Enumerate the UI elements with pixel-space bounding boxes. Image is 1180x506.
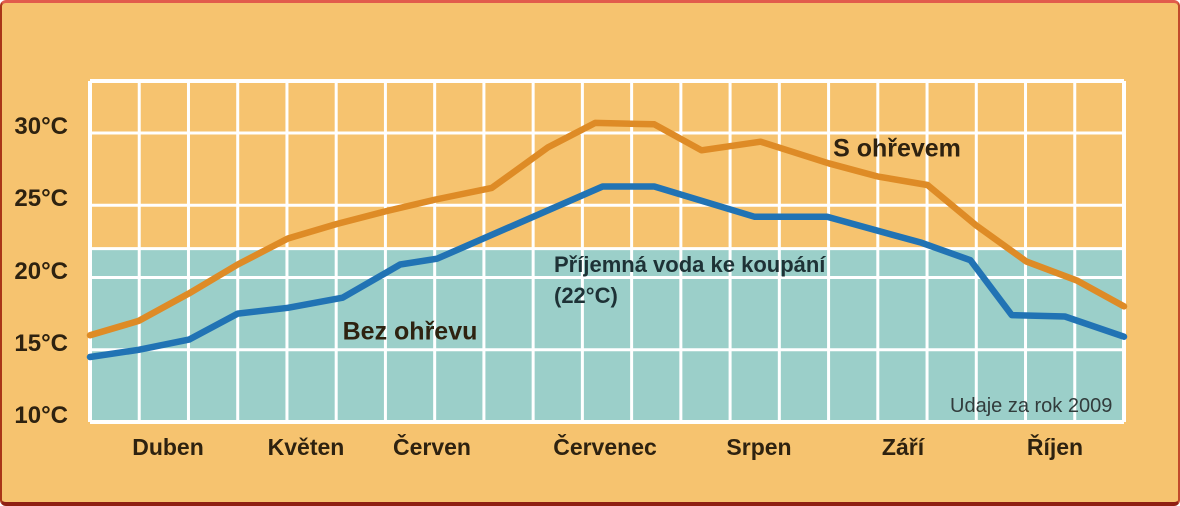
month-label-3: Červen [393, 434, 471, 460]
series-line-bez-ohrevu [86, 183, 1128, 361]
y-axis-tick-label-20: 20°C [14, 257, 68, 285]
series-label-bez-ohrevu: Bez ohřevu [342, 317, 478, 346]
series-line-s-ohrevem [86, 119, 1128, 339]
month-label-1: Duben [132, 434, 204, 460]
comfort-band-annotation-line2: (22°C) [554, 283, 618, 308]
month-label-7: Říjen [1026, 434, 1084, 460]
temperature-line-chart [86, 79, 1128, 424]
series-label-s-ohrevem: S ohřevem [833, 134, 961, 163]
comfort-band-annotation-line1: Příjemná voda ke koupání [554, 252, 826, 277]
month-label-4: Červenec [553, 434, 657, 460]
y-axis-tick-label-10: 10°C [14, 402, 68, 429]
comfort-band-annotation: Příjemná voda ke koupání (22°C) [554, 249, 825, 311]
data-year-note: Udaje za rok 2009 [950, 395, 1113, 417]
month-label-5: Srpen [726, 434, 792, 460]
month-label-2: Květen [267, 434, 345, 460]
month-label-6: Září [881, 434, 925, 460]
y-axis-tick-label-25: 25°C [14, 185, 68, 213]
y-axis-tick-label-15: 15°C [14, 329, 68, 357]
y-axis-tick-label-30: 30°C [14, 113, 68, 140]
